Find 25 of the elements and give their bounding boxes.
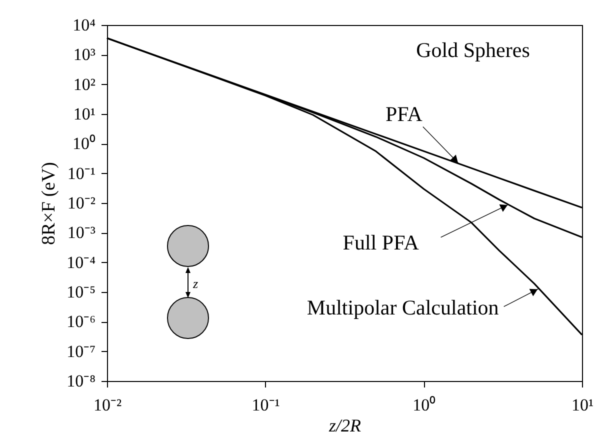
y-tick-label: 10⁻² — [67, 194, 96, 212]
annotation: z — [192, 276, 198, 291]
annotation: PFA — [385, 102, 424, 126]
y-tick-label: 10² — [73, 74, 96, 94]
x-tick-label: 10⁰ — [412, 396, 436, 414]
y-tick-label: 10⁻⁶ — [66, 312, 96, 332]
y-tick-label: 10⁴ — [72, 16, 96, 34]
x-tick-label: 10⁻¹ — [252, 396, 280, 414]
annotation: Gold Spheres — [416, 38, 530, 62]
x-axis-title: z/2R — [328, 416, 362, 436]
y-tick-label: 10⁻³ — [67, 223, 96, 242]
x-tick-label: 10⁻² — [93, 396, 122, 414]
x-tick-label: 10¹ — [571, 396, 594, 414]
y-tick-label: 10¹ — [73, 104, 96, 124]
y-tick-label: 10⁻⁵ — [66, 282, 96, 302]
y-tick-label: 10³ — [73, 45, 96, 64]
y-tick-label: 10⁻¹ — [67, 164, 96, 183]
y-tick-label: 10⁻⁴ — [66, 252, 96, 272]
annotation: Full PFA — [342, 230, 420, 254]
y-axis-title: 8R×F (eV) — [38, 162, 60, 246]
y-tick-label: 10⁻⁷ — [66, 342, 96, 361]
annotation: Multipolar Calculation — [306, 296, 500, 320]
two-spheres-diagram: z — [167, 225, 209, 339]
y-tick-label: 10⁰ — [72, 134, 96, 154]
y-tick-label: 10⁻⁸ — [66, 372, 96, 390]
